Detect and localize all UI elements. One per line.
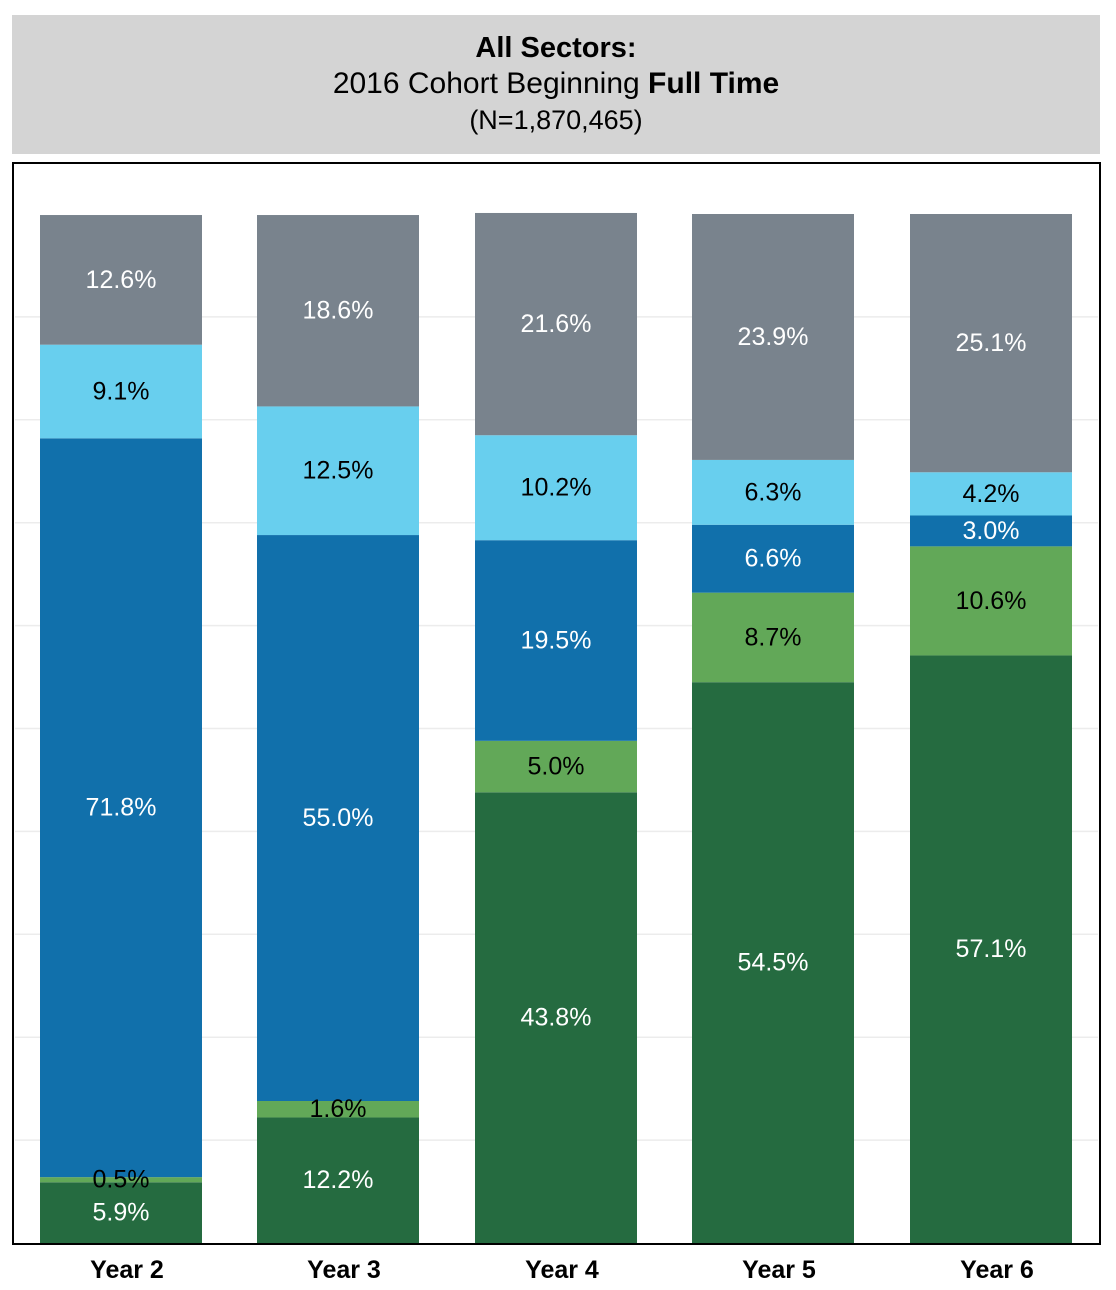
bar-segment: [257, 1100, 419, 1118]
bar-segment: [692, 459, 854, 525]
data-label: 5.9%: [93, 1199, 150, 1227]
data-label: 0.5%: [93, 1166, 150, 1194]
bar-segment: [475, 212, 637, 436]
bar-segment: [475, 435, 637, 541]
data-label: 19.5%: [521, 627, 592, 655]
plot-frame: [12, 162, 1101, 1245]
chart-header: All Sectors: 2016 Cohort Beginning Full …: [12, 15, 1100, 154]
bar-segment: [475, 540, 637, 741]
bar-segment: [910, 472, 1072, 516]
data-label: 6.6%: [745, 545, 802, 573]
data-label: 12.5%: [303, 457, 374, 485]
bar-segment: [692, 682, 854, 1243]
data-label: 8.7%: [745, 623, 802, 651]
data-label: 23.9%: [738, 323, 809, 351]
data-label: 21.6%: [521, 310, 592, 338]
data-label: 25.1%: [956, 329, 1027, 357]
data-label: 3.0%: [963, 517, 1020, 545]
x-tick-label: Year 6: [960, 1256, 1034, 1284]
data-label: 9.1%: [93, 378, 150, 406]
bar-segment: [257, 535, 419, 1101]
bar-segment: [910, 546, 1072, 656]
bar-segment: [692, 524, 854, 593]
bar-segment: [257, 1117, 419, 1243]
bar-segment: [475, 740, 637, 793]
data-label: 5.0%: [528, 753, 585, 781]
cohort-size-label: (N=1,870,465): [469, 105, 643, 135]
bar-segment: [692, 214, 854, 460]
x-tick-label: Year 3: [307, 1256, 381, 1284]
bar-segment: [910, 655, 1072, 1243]
bar-segment: [40, 344, 202, 439]
data-label: 18.6%: [303, 297, 374, 325]
bar-segment: [257, 215, 419, 407]
x-tick-label: Year 4: [525, 1256, 599, 1284]
subtitle-prefix: 2016 Cohort Beginning: [332, 67, 649, 100]
data-label: 4.2%: [963, 480, 1020, 508]
data-label: 12.2%: [303, 1166, 374, 1194]
bar-segment: [910, 515, 1072, 547]
data-label: 55.0%: [303, 804, 374, 832]
x-tick-label: Year 2: [90, 1256, 164, 1284]
bar-segment: [40, 438, 202, 1178]
data-label: 57.1%: [956, 935, 1027, 963]
subtitle-bold: Full Time: [648, 67, 780, 100]
data-label: 6.3%: [745, 478, 802, 506]
bar-segment: [475, 792, 637, 1243]
bar-segment: [40, 1182, 202, 1243]
data-label: 10.6%: [956, 587, 1027, 615]
bar-segment: [910, 214, 1072, 473]
data-label: 10.2%: [521, 474, 592, 502]
data-label: 43.8%: [521, 1004, 592, 1032]
data-label: 12.6%: [86, 266, 157, 294]
bar-segment: [692, 592, 854, 683]
bar-segment: [257, 406, 419, 536]
chart-title: All Sectors:: [475, 32, 637, 64]
bar-segment: [40, 1177, 202, 1183]
data-label: 71.8%: [86, 794, 157, 822]
data-label: 1.6%: [310, 1095, 367, 1123]
chart-subtitle: 2016 Cohort Beginning Full Time: [12, 67, 1100, 101]
bar-segment: [40, 215, 202, 345]
x-tick-label: Year 5: [742, 1256, 816, 1284]
data-label: 54.5%: [738, 949, 809, 977]
